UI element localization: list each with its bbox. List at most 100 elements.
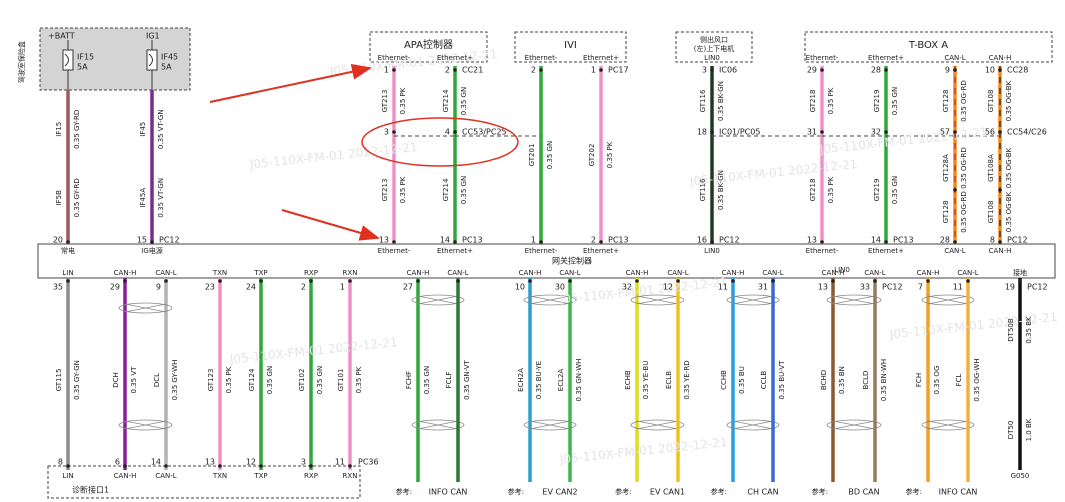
pin-number: 1 [591, 66, 596, 75]
module-pin-label: Ethernet- [378, 54, 411, 62]
pin-dot [164, 464, 168, 468]
pin-dot [416, 279, 420, 283]
module-pin-label: CAN-H [989, 54, 1012, 62]
pin-dot [164, 279, 168, 283]
pin-dot [218, 279, 222, 283]
connector-label: PC36 [358, 458, 379, 467]
twist-ellipse [630, 294, 685, 306]
module-box [804, 31, 1053, 63]
pin-dot [66, 240, 70, 244]
pin-number: 11 [953, 283, 963, 292]
pin-dot [953, 68, 957, 72]
twist-ellipse [921, 294, 975, 306]
pin-dot [123, 279, 127, 283]
pin-dot [771, 279, 775, 283]
wire-spec: 0.35 BN [838, 366, 846, 394]
bus-label: CH CAN [747, 488, 778, 497]
pin-dot [150, 240, 154, 244]
wire-spec: 0.35 GY-RD [73, 178, 81, 217]
module-pin-label: Ethernet- [525, 54, 558, 62]
pin-dot [998, 68, 1002, 72]
bottom-pin-label: CAN-H [114, 472, 137, 480]
pin-number: 57 [940, 128, 950, 137]
pin-dot [568, 279, 572, 283]
pin-number: 2 [301, 283, 306, 292]
pin-number: 7 [918, 283, 923, 292]
pin-number: 32 [871, 128, 881, 137]
pin-number: 9 [945, 66, 950, 75]
wire-spec: 0.35 BU-VT [778, 360, 786, 400]
pin-number: 11 [335, 458, 345, 467]
pin-dot [123, 464, 127, 468]
connector-label: PC12 [1007, 236, 1028, 245]
twist-marker [832, 295, 876, 305]
wire-spec: 0.35 BK-GN [717, 81, 725, 121]
gateway-pin-label: Ethernet+ [583, 247, 619, 255]
pin-number: 24 [246, 283, 256, 292]
gateway-pin-label: Ethernet- [525, 247, 558, 255]
connector-label: IC06 [719, 66, 737, 75]
pin-dot [998, 130, 1002, 134]
connector-label: CC54/C26 [1007, 128, 1047, 137]
twist-ellipse [921, 419, 975, 431]
pin-number: 10 [985, 66, 995, 75]
bus-prefix: 参考: [711, 487, 727, 496]
connector-label: PC13 [608, 236, 629, 245]
wires [62, 31, 1053, 482]
wire-spec: 0.35 GN [460, 176, 468, 204]
module-title: 侧出风口 [700, 35, 728, 44]
wire-spec: 0.35 OG-RD [960, 147, 968, 189]
gateway-pin-label: CAN-H [822, 269, 845, 277]
wire-id: DT50B [1007, 318, 1015, 342]
wire-spec: 0.35 GY-GN [73, 360, 81, 400]
wire-spec: 0.35 PK [827, 87, 835, 114]
pin-number: 12 [246, 458, 256, 467]
pin-number: 18 [697, 128, 707, 137]
wire-id: IF45 [139, 122, 147, 137]
gateway-pin-label: CAN-H [917, 269, 940, 277]
gateway-pin-label: CAN-L [667, 269, 688, 277]
module-box [514, 31, 627, 63]
pin-number: 8 [990, 236, 995, 245]
fuse-element [64, 53, 69, 67]
ig-label: IG1 [146, 32, 160, 41]
pin-number: 13 [807, 236, 817, 245]
wire-id: DCH [112, 372, 120, 388]
wire-id: CCHB [720, 370, 728, 390]
bus-prefix: 参考: [812, 487, 828, 496]
pin-dot [66, 279, 70, 283]
pin-number: 14 [871, 236, 881, 245]
wire-id: FCLF [445, 372, 453, 389]
fuse-name: IF15 [77, 53, 94, 62]
pin-number: 33 [860, 283, 870, 292]
pin-dot [66, 464, 70, 468]
gateway-pin-label: IG电源 [141, 246, 163, 255]
wire-id: GT218 [809, 179, 817, 202]
wire-id: GT214 [442, 178, 450, 201]
pin-number: 3 [301, 458, 306, 467]
wire-spec: 0.35 BK-GN [717, 170, 725, 210]
wire-id: GT108 [987, 90, 995, 113]
pin-dot [884, 240, 888, 244]
pin-number: 2 [591, 236, 596, 245]
wire-spec: 0.35 OG-BK [1005, 80, 1013, 121]
pin-number: 28 [871, 66, 881, 75]
pin-number: 8 [58, 458, 63, 467]
pin-dot [1018, 279, 1022, 283]
pin-dot [392, 68, 396, 72]
twist-marker [636, 295, 679, 305]
twist-ellipse [118, 419, 173, 431]
wire-spec: 0.35 GY-RD [73, 110, 81, 149]
gateway-box [37, 243, 1056, 279]
pin-dot [831, 279, 835, 283]
gateway-pin-label: CAN-L [944, 247, 965, 255]
module-box [369, 31, 488, 63]
wire-spec: 0.35 BN-WH [880, 359, 888, 401]
bus-label: BD CAN [848, 488, 879, 497]
gateway-pin-label: Ethernet- [806, 247, 839, 255]
pin-number: 16 [697, 236, 707, 245]
wire-spec: 0.35 PK [606, 141, 614, 168]
module-title: APA控制器 [404, 38, 453, 51]
wire-id: GT128 [942, 90, 950, 113]
wire-spec: 0.35 PK [355, 366, 363, 393]
